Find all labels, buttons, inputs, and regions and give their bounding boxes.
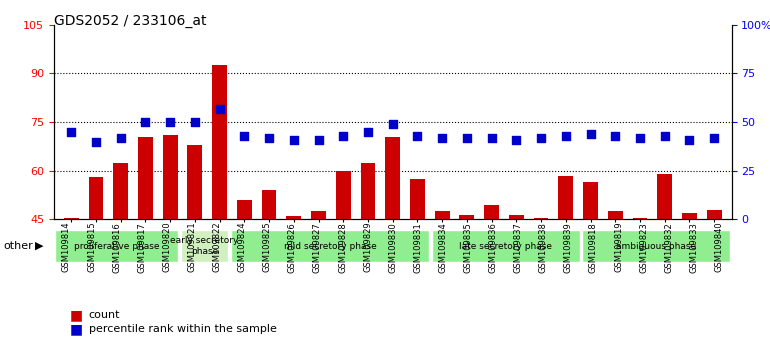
Text: GSM109825: GSM109825 [263, 222, 272, 273]
Bar [89, 177, 103, 219]
Text: GSM109829: GSM109829 [363, 222, 372, 273]
Text: GSM109839: GSM109839 [564, 222, 573, 273]
Point [337, 133, 350, 138]
Point [708, 135, 721, 141]
Text: GSM109831: GSM109831 [413, 222, 422, 273]
Bar [385, 137, 400, 219]
Point [263, 135, 275, 141]
Bar [608, 211, 623, 219]
Text: GSM109834: GSM109834 [438, 222, 447, 273]
Text: GSM109818: GSM109818 [589, 222, 598, 273]
Point [313, 137, 325, 142]
Text: GSM109817: GSM109817 [137, 222, 146, 273]
Text: ■: ■ [69, 322, 82, 336]
Bar [633, 218, 648, 219]
Bar [213, 65, 227, 219]
Point [658, 133, 671, 138]
Text: GSM109827: GSM109827 [313, 222, 322, 273]
Bar [460, 215, 474, 219]
Text: GSM109820: GSM109820 [162, 222, 172, 273]
Bar [707, 210, 721, 219]
Point [387, 121, 399, 127]
FancyBboxPatch shape [181, 230, 229, 262]
Bar [64, 218, 79, 219]
Point [634, 135, 646, 141]
Text: GSM109815: GSM109815 [87, 222, 96, 273]
Point [511, 137, 523, 142]
Bar [138, 137, 152, 219]
Text: GDS2052 / 233106_at: GDS2052 / 233106_at [54, 14, 206, 28]
Bar [162, 135, 178, 219]
Text: ambiguous phase: ambiguous phase [616, 241, 696, 251]
Bar [682, 213, 697, 219]
Text: mid secretory phase: mid secretory phase [283, 241, 377, 251]
Bar [583, 182, 598, 219]
Point [164, 119, 176, 125]
Text: GSM109836: GSM109836 [489, 222, 497, 273]
Point [288, 137, 300, 142]
Point [238, 133, 250, 138]
Bar [658, 174, 672, 219]
Bar [237, 200, 252, 219]
Text: ■: ■ [69, 308, 82, 322]
Point [90, 139, 102, 144]
Bar [484, 205, 499, 219]
Bar [311, 211, 326, 219]
Text: GSM109823: GSM109823 [639, 222, 648, 273]
Bar [336, 171, 350, 219]
Bar [558, 176, 573, 219]
Point [213, 105, 226, 111]
Text: GSM109819: GSM109819 [614, 222, 623, 273]
FancyBboxPatch shape [582, 230, 730, 262]
Text: GSM109828: GSM109828 [338, 222, 347, 273]
Point [65, 129, 77, 135]
Text: proliferative phase: proliferative phase [74, 241, 159, 251]
Point [460, 135, 473, 141]
Text: late secretory phase: late secretory phase [459, 241, 552, 251]
Text: GSM109822: GSM109822 [213, 222, 222, 273]
Bar [113, 163, 128, 219]
Text: GSM109830: GSM109830 [388, 222, 397, 273]
Text: percentile rank within the sample: percentile rank within the sample [89, 324, 276, 334]
Point [139, 119, 152, 125]
Point [560, 133, 572, 138]
Text: GSM109840: GSM109840 [715, 222, 724, 273]
Bar [435, 211, 450, 219]
Text: GSM109826: GSM109826 [288, 222, 296, 273]
Bar [286, 216, 301, 219]
Point [683, 137, 695, 142]
Point [189, 119, 201, 125]
Text: GSM109833: GSM109833 [689, 222, 698, 273]
Point [436, 135, 448, 141]
Text: count: count [89, 310, 120, 320]
Text: GSM109838: GSM109838 [539, 222, 547, 273]
Text: GSM109824: GSM109824 [238, 222, 246, 273]
Point [362, 129, 374, 135]
Bar [360, 163, 376, 219]
Point [535, 135, 547, 141]
Text: GSM109821: GSM109821 [187, 222, 196, 273]
FancyBboxPatch shape [231, 230, 429, 262]
Text: GSM109816: GSM109816 [112, 222, 121, 273]
Point [411, 133, 424, 138]
Point [115, 135, 127, 141]
Text: early secretory
phase: early secretory phase [170, 236, 239, 256]
Text: GSM109837: GSM109837 [514, 222, 523, 273]
Bar [262, 190, 276, 219]
FancyBboxPatch shape [55, 230, 178, 262]
FancyBboxPatch shape [432, 230, 580, 262]
Bar [410, 179, 425, 219]
Text: GSM109814: GSM109814 [62, 222, 71, 273]
Bar [187, 145, 203, 219]
Point [485, 135, 497, 141]
Text: GSM109835: GSM109835 [464, 222, 473, 273]
Text: GSM109832: GSM109832 [665, 222, 673, 273]
Bar [534, 218, 548, 219]
Point [609, 133, 621, 138]
Bar [509, 215, 524, 219]
Text: other: other [4, 241, 34, 251]
Text: ▶: ▶ [35, 241, 43, 251]
Point [584, 131, 597, 137]
